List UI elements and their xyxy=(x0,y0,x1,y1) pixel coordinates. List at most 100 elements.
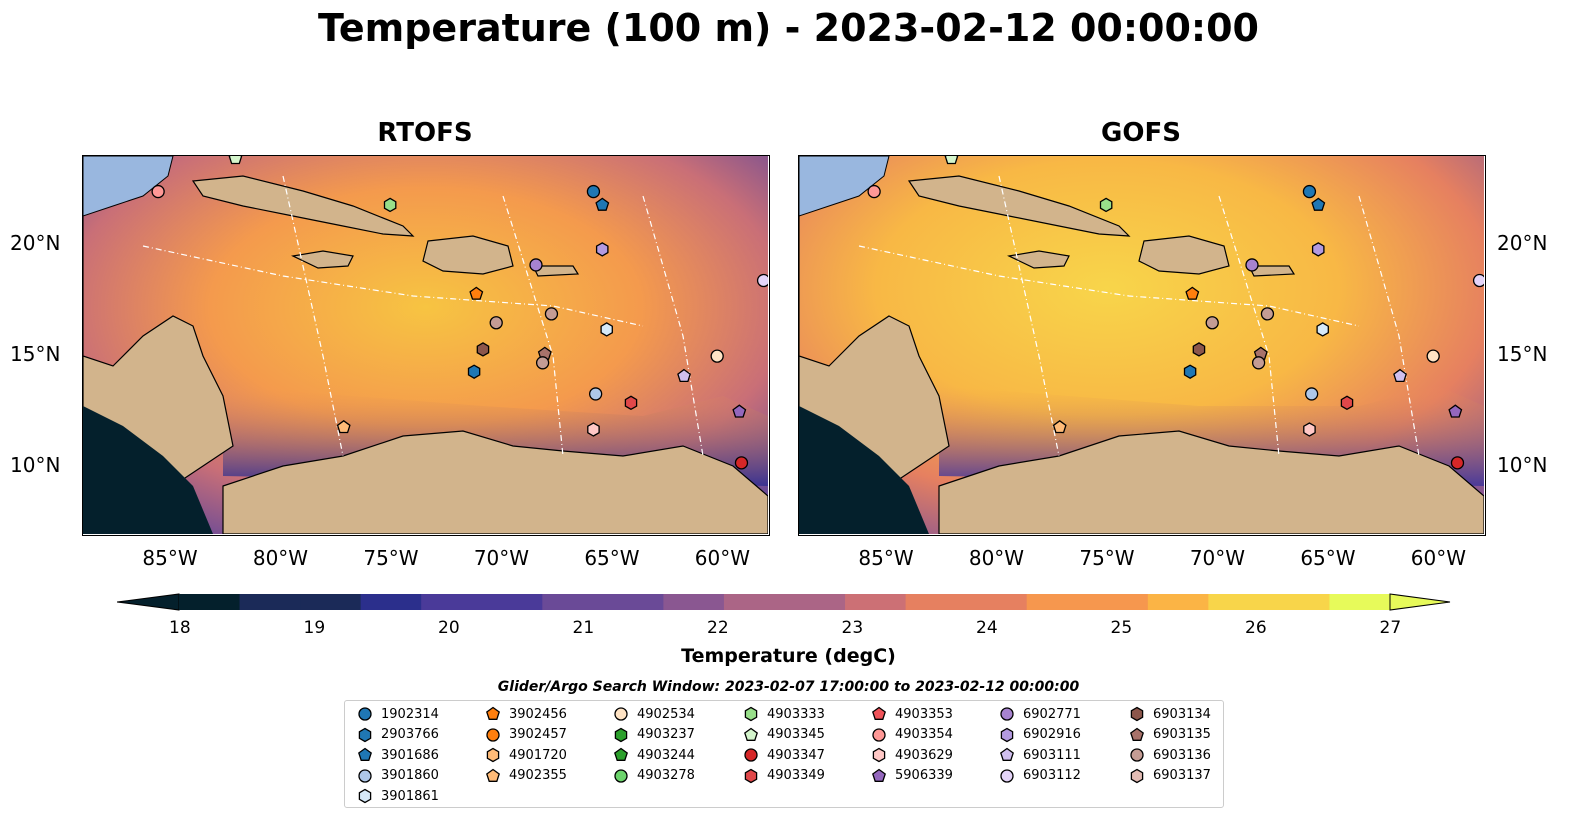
lat-tick-label: 20°N xyxy=(1497,230,1548,255)
legend-marker xyxy=(614,707,628,721)
float-marker-6903134 xyxy=(476,342,490,357)
legend-item: 2903766 xyxy=(357,725,439,745)
legend-item-label: 4903349 xyxy=(767,768,825,783)
panel-title-rtofs: RTOFS xyxy=(377,118,473,148)
circle-marker-icon xyxy=(744,748,758,762)
legend-item-label: 3901861 xyxy=(381,788,439,804)
legend-item-label: 6903137 xyxy=(1153,768,1211,783)
pacific-cold-region xyxy=(799,406,929,534)
hexagon-marker-icon xyxy=(614,727,628,742)
pentagon-marker-icon xyxy=(1000,747,1014,761)
legend-item: 3902456 xyxy=(485,704,567,724)
legend-item: 4902355 xyxy=(485,766,567,786)
lon-tick-label: 85°W xyxy=(142,546,198,570)
legend-item: 4903345 xyxy=(743,725,825,745)
colorbar-segment xyxy=(360,594,422,610)
colorbar-tick-label: 22 xyxy=(707,618,729,638)
legend-marker xyxy=(872,706,886,720)
legend-item-label: 4903244 xyxy=(637,747,695,763)
float-marker-6902771 xyxy=(1245,258,1259,272)
legend-marker xyxy=(872,727,886,742)
legend-item: 6903111 xyxy=(999,745,1081,765)
eez-boundaries xyxy=(858,175,1420,457)
lon-tick-label: 70°W xyxy=(1189,546,1246,570)
lat-tick-label: 10°N xyxy=(1497,453,1548,478)
lon-tick-label: 65°W xyxy=(1300,546,1356,570)
float-marker-4903629 xyxy=(587,422,600,437)
colorbar-segment xyxy=(1268,594,1330,610)
colorbar-extend-max xyxy=(1389,593,1451,611)
legend-item: 4901720 xyxy=(485,745,567,765)
colorbar-tick-label: 18 xyxy=(169,618,191,638)
pentagon-marker-icon xyxy=(614,747,628,761)
lon-tick-label: 60°W xyxy=(694,546,751,570)
colorbar-segment xyxy=(784,594,846,610)
legend-item: 3901861 xyxy=(357,786,439,806)
legend-item: 3901860 xyxy=(357,766,439,786)
float-marker-6903111 xyxy=(677,368,691,383)
legend-item-label: 4903278 xyxy=(637,768,695,783)
hispaniola-land xyxy=(422,235,514,275)
float-marker-3901686 xyxy=(595,197,610,211)
legend-item-label: 4903353 xyxy=(895,706,953,722)
colorbar-segment xyxy=(481,594,543,610)
lat-tick-label: 10°N xyxy=(10,453,61,478)
colorbar-extend-min xyxy=(116,593,180,611)
lon-tick-label: 65°W xyxy=(584,546,640,570)
colorbar-segment xyxy=(1147,594,1209,610)
map-panel-rtofs xyxy=(82,155,770,536)
colorbar-tick-label: 25 xyxy=(1110,618,1133,638)
float-marker-5906339 xyxy=(732,404,747,418)
float-marker-6903136 xyxy=(535,356,550,370)
colorbar-segment xyxy=(845,594,907,610)
legend-marker xyxy=(1000,747,1014,761)
float-marker-4903354 xyxy=(151,184,165,199)
float-marker-4902355 xyxy=(336,419,351,434)
south-america-land xyxy=(938,430,1484,534)
legend-item-label: 6903135 xyxy=(1153,727,1211,742)
legend-marker xyxy=(872,768,886,782)
colorbar-segment xyxy=(663,594,725,610)
legend-marker xyxy=(358,747,372,761)
colorbar-segment xyxy=(1087,594,1149,610)
float-marker-6903136 xyxy=(1205,316,1219,330)
legend-marker xyxy=(614,727,628,742)
hexagon-marker-icon xyxy=(1130,706,1144,722)
legend-item: 3902457 xyxy=(485,725,567,745)
hexagon-marker-icon xyxy=(358,727,372,742)
colorbar xyxy=(116,590,1452,618)
legend-item-label: 4903333 xyxy=(767,706,825,722)
lon-tick-label: 80°W xyxy=(252,546,309,570)
hexagon-marker-icon xyxy=(744,706,758,722)
colorbar-segment xyxy=(179,594,241,610)
pentagon-marker-icon xyxy=(744,727,758,741)
legend-marker xyxy=(1130,706,1144,722)
hispaniola-land xyxy=(1138,235,1230,275)
float-marker-4903347 xyxy=(734,456,749,470)
circle-marker-icon xyxy=(358,768,372,783)
circle-marker-icon xyxy=(1000,707,1014,721)
float-marker-1902314 xyxy=(1302,184,1317,199)
float-marker-5906339 xyxy=(1448,404,1463,418)
colorbar-label: Temperature (degC) xyxy=(681,645,896,667)
legend-item-label: 3901686 xyxy=(381,747,439,763)
legend-item: 4903347 xyxy=(743,745,825,765)
pentagon-marker-icon xyxy=(486,768,500,782)
legend-marker xyxy=(486,768,500,782)
colorbar-segment xyxy=(1208,594,1270,610)
legend-marker xyxy=(486,727,500,742)
legend-marker xyxy=(1000,768,1014,783)
float-marker-4902534 xyxy=(1426,349,1440,363)
float-marker-4903349 xyxy=(624,395,638,411)
colorbar-segment xyxy=(542,594,604,610)
float-marker-2903766 xyxy=(1183,364,1197,379)
colorbar-segment xyxy=(239,594,301,610)
colorbar-strip xyxy=(116,593,1451,611)
legend-item: 1902314 xyxy=(357,704,439,724)
float-marker-4903347 xyxy=(1450,456,1465,470)
legend-item: 6903137 xyxy=(1129,766,1211,786)
lat-tick-label: 15°N xyxy=(10,342,61,367)
legend-item: 5906339 xyxy=(871,766,953,786)
legend-marker xyxy=(744,768,758,783)
legend-item-label: 3902456 xyxy=(509,706,567,722)
